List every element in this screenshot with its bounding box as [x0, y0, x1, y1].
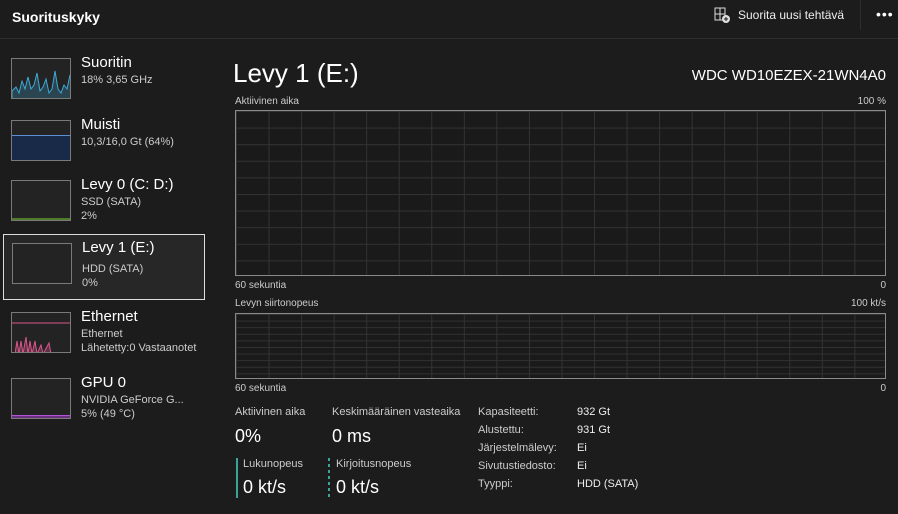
device-title: Levy 1 (E:) — [233, 58, 359, 88]
sidebar-item-title: Suoritin — [81, 54, 132, 71]
response-time-label: Keskimääräinen vasteaika — [332, 406, 461, 418]
graph2-min: 0 — [880, 383, 886, 394]
sidebar-item-usage: 5% (49 °C) — [81, 408, 135, 420]
cpu-thumbnail-graph — [11, 58, 71, 99]
sidebar-item-title: Ethernet — [81, 308, 138, 325]
device-model: WDC WD10EZEX-21WN4A0 — [691, 67, 886, 84]
sidebar-item-disk-1[interactable]: Levy 1 (E:) HDD (SATA) 0% — [3, 234, 205, 300]
sidebar-item-title: Muisti — [81, 116, 121, 133]
sidebar-item-disk-0[interactable]: Levy 0 (C: D:) SSD (SATA) 2% — [3, 172, 205, 238]
run-new-task-label: Suorita uusi tehtävä — [738, 8, 845, 22]
active-time-value: 0% — [235, 426, 262, 446]
sidebar-item-title: Levy 0 (C: D:) — [81, 176, 174, 193]
prop-page-file-value: Ei — [577, 460, 587, 472]
sidebar-item-memory[interactable]: Muisti 10,3/16,0 Gt (64%) — [3, 112, 205, 178]
sidebar-item-title: GPU 0 — [81, 374, 127, 391]
sidebar-item-cpu[interactable]: Suoritin 18% 3,65 GHz — [3, 50, 205, 116]
write-speed-legend — [328, 458, 330, 498]
prop-system-disk-value: Ei — [577, 442, 587, 454]
prop-capacity-label: Kapasiteetti: — [478, 406, 539, 418]
graph1-min: 0 — [880, 280, 886, 291]
sidebar-item-detail: Ethernet — [81, 328, 123, 340]
disk1-thumbnail-graph — [12, 243, 72, 284]
prop-system-disk-label: Järjestelmälevy: — [478, 442, 557, 454]
active-time-graph — [235, 110, 886, 276]
sidebar-item-usage: 2% — [81, 210, 97, 222]
write-speed-value: 0 kt/s — [336, 477, 380, 497]
response-time-value: 0 ms — [332, 426, 372, 446]
prop-capacity-value: 932 Gt — [577, 406, 611, 418]
sidebar-item-detail: NVIDIA GeForce G... — [81, 394, 184, 406]
new-task-icon — [714, 7, 730, 23]
memory-thumbnail-graph — [11, 120, 71, 161]
run-new-task-button[interactable]: Suorita uusi tehtävä — [714, 7, 844, 23]
read-speed-value: 0 kt/s — [243, 477, 287, 497]
read-speed-legend — [236, 458, 238, 498]
sidebar-item-detail: 18% 3,65 GHz — [81, 74, 153, 86]
prop-formatted-label: Alustettu: — [478, 424, 524, 436]
prop-type-value: HDD (SATA) — [577, 478, 639, 490]
active-time-label: Aktiivinen aika — [235, 406, 306, 418]
transfer-rate-graph — [235, 313, 886, 379]
graph2-max: 100 kt/s — [850, 298, 886, 309]
prop-page-file-label: Sivutustiedosto: — [478, 460, 556, 472]
graph2-time: 60 sekuntia — [235, 383, 287, 394]
sidebar-item-detail: 10,3/16,0 Gt (64%) — [81, 136, 174, 148]
disk0-thumbnail-graph — [11, 180, 71, 221]
top-bar: Suorituskyky Suorita uusi tehtävä ••• — [0, 0, 898, 39]
divider — [860, 0, 861, 30]
prop-formatted-value: 931 Gt — [577, 424, 611, 436]
ethernet-thumbnail-graph — [11, 312, 71, 353]
graph1-time: 60 sekuntia — [235, 280, 287, 291]
sidebar-item-detail: HDD (SATA) — [82, 263, 144, 275]
sidebar-item-usage: 0% — [82, 277, 98, 289]
graph1-max: 100 % — [857, 96, 886, 107]
more-options-button[interactable]: ••• — [876, 6, 894, 22]
sidebar-item-ethernet[interactable]: Ethernet Ethernet Lähetetty:0 Vastaanote… — [3, 304, 205, 370]
graph2-label: Levyn siirtonopeus — [235, 298, 319, 309]
page-title: Suorituskyky — [12, 9, 100, 25]
graph1-label: Aktiivinen aika — [235, 96, 299, 107]
write-speed-label: Kirjoitusnopeus — [336, 458, 412, 470]
gpu-thumbnail-graph — [11, 378, 71, 419]
sidebar-item-title: Levy 1 (E:) — [82, 239, 155, 256]
sidebar-item-gpu[interactable]: GPU 0 NVIDIA GeForce G... 5% (49 °C) — [3, 370, 205, 436]
read-speed-label: Lukunopeus — [243, 458, 303, 470]
prop-type-label: Tyyppi: — [478, 478, 513, 490]
sidebar-item-usage: Lähetetty:0 Vastaanotet — [81, 342, 197, 354]
sidebar-item-detail: SSD (SATA) — [81, 196, 142, 208]
